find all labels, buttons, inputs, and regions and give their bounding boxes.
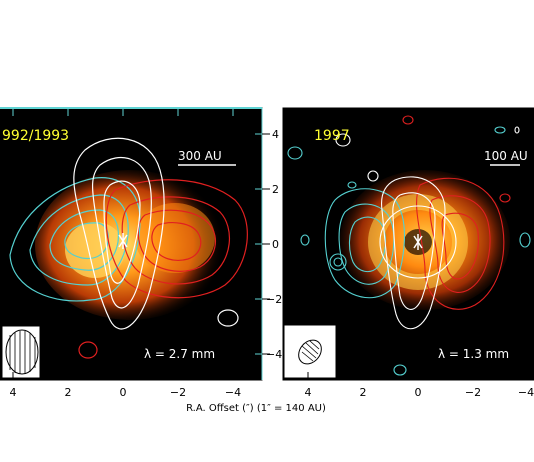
x-axis-title: R.A. Offset (″) (1″ = 140 AU)	[186, 403, 326, 414]
left-star-marker	[118, 233, 128, 249]
right-x-tick-labels: 4 2 0 −2 −4	[305, 386, 534, 399]
right-x-tick-label: 2	[360, 386, 367, 399]
right-x-ticks	[307, 372, 529, 380]
left-x-tick-label: 4	[10, 386, 17, 399]
right-scale-bar-label: 100 AU	[484, 149, 528, 163]
left-x-tick-label: 0	[120, 386, 127, 399]
left-beam-inset	[1, 325, 41, 379]
left-x-ticks	[12, 372, 234, 380]
right-x-tick-label: −2	[465, 386, 481, 399]
left-scale-bar-label: 300 AU	[178, 149, 222, 163]
right-y-tick-label: −2	[266, 293, 282, 306]
left-y-ticks-right	[255, 133, 262, 355]
right-epoch-label: 1997	[314, 128, 350, 144]
right-wavelength-label: λ = 1.3 mm	[438, 347, 509, 361]
right-y-ticks-left	[262, 133, 270, 355]
left-x-tick-label: −2	[170, 386, 186, 399]
left-epoch-label: 992/1993	[2, 128, 69, 144]
right-y-tick-labels: 4 2 0 −2 −4	[266, 128, 282, 361]
right-emission-ring	[368, 194, 468, 290]
right-x-tick-label: 4	[305, 386, 312, 399]
left-panel: 992/1993 300 AU λ = 2.7 mm 4 2 0 −2 −4	[0, 107, 263, 399]
left-emission-core-west	[135, 203, 215, 273]
left-red-contours	[78, 179, 248, 359]
right-x-tick-label: −4	[518, 386, 534, 399]
left-emission-core-east	[65, 222, 125, 278]
right-cyan-contours	[287, 126, 531, 376]
right-y-tick-label: 4	[272, 128, 279, 141]
right-panel-frame	[282, 107, 534, 381]
right-y-tick-label: 2	[272, 183, 279, 196]
right-x-tick-label: 0	[415, 386, 422, 399]
left-x-tick-labels: 4 2 0 −2 −4	[10, 386, 242, 399]
right-red-contours	[402, 115, 511, 310]
left-x-tick-label: −4	[225, 386, 241, 399]
left-wavelength-label: λ = 2.7 mm	[144, 347, 215, 361]
left-white-contours	[73, 137, 239, 330]
right-white-contours	[335, 126, 520, 330]
right-y-tick-label: −4	[266, 348, 282, 361]
right-panel: 1997 100 AU λ = 1.3 mm 4 2 0 −2 −4 4 2 0…	[262, 107, 534, 399]
left-x-tick-label: 2	[65, 386, 72, 399]
right-beam-inset	[283, 324, 337, 379]
right-star-marker	[413, 234, 423, 250]
right-y-tick-label: 0	[272, 238, 279, 251]
left-x-ticks-top	[12, 108, 234, 116]
